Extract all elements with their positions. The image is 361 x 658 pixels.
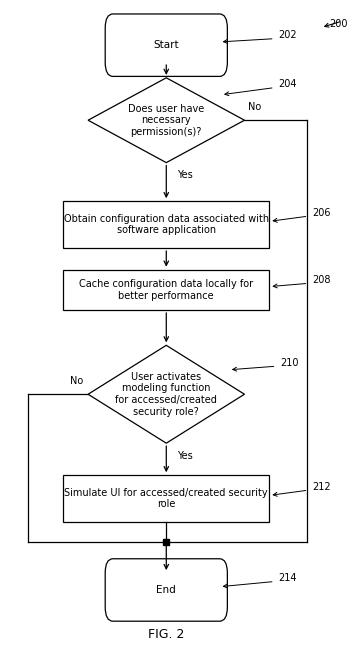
Text: Start: Start (153, 40, 179, 50)
FancyBboxPatch shape (105, 14, 227, 76)
Text: 204: 204 (278, 80, 297, 89)
Text: No: No (248, 103, 261, 113)
Text: No: No (70, 376, 83, 386)
FancyBboxPatch shape (105, 559, 227, 621)
Text: 210: 210 (280, 358, 299, 368)
Text: 202: 202 (278, 30, 297, 40)
Text: Cache configuration data locally for
better performance: Cache configuration data locally for bet… (79, 279, 253, 301)
Text: 212: 212 (312, 482, 331, 492)
Bar (63, 475, 269, 522)
Text: FIG. 2: FIG. 2 (148, 628, 184, 641)
Text: User activates
modeling function
for accessed/created
security role?: User activates modeling function for acc… (116, 372, 217, 417)
Polygon shape (88, 78, 244, 163)
Text: Does user have
necessary
permission(s)?: Does user have necessary permission(s)? (128, 103, 204, 137)
Polygon shape (88, 345, 244, 443)
Text: 200: 200 (329, 19, 348, 29)
Bar (63, 201, 269, 248)
Text: Yes: Yes (177, 451, 193, 461)
Text: Yes: Yes (177, 170, 193, 180)
Text: 208: 208 (312, 275, 331, 285)
Text: Obtain configuration data associated with
software application: Obtain configuration data associated wit… (64, 214, 269, 236)
Text: 214: 214 (278, 573, 297, 583)
Text: Simulate UI for accessed/created security
role: Simulate UI for accessed/created securit… (65, 488, 268, 509)
Text: End: End (156, 585, 176, 595)
Bar (63, 270, 269, 310)
Text: 206: 206 (312, 208, 331, 218)
